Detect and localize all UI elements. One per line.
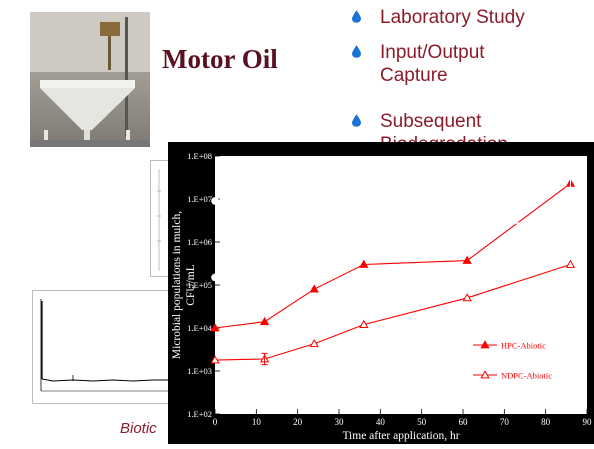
legend-label: HPC-Biotic bbox=[501, 326, 541, 336]
x-tick-label: 0 bbox=[213, 417, 218, 427]
bullet-item: Input/Output Capture bbox=[350, 41, 485, 87]
apparatus-photo bbox=[30, 12, 150, 147]
x-tick-label: 80 bbox=[541, 417, 551, 427]
data-point bbox=[359, 319, 369, 328]
data-point bbox=[259, 316, 270, 326]
data-point bbox=[462, 293, 472, 302]
x-tick-label: 60 bbox=[459, 417, 469, 427]
data-point bbox=[309, 338, 319, 348]
series-line bbox=[214, 176, 571, 202]
bullet-line: Input/Output bbox=[380, 42, 485, 63]
bullet-item: Subsequent Biodegradation bbox=[350, 110, 508, 146]
legend-label: HPC-Abiotic bbox=[501, 341, 546, 351]
series-line bbox=[214, 263, 571, 361]
x-tick-label: 20 bbox=[293, 417, 303, 427]
background-chromatogram bbox=[32, 290, 174, 404]
bullet-line: Capture bbox=[380, 65, 448, 86]
x-tick-label: 70 bbox=[500, 417, 510, 427]
data-point bbox=[480, 340, 490, 349]
y-tick-label: 1.E+04 bbox=[187, 323, 213, 333]
data-point bbox=[210, 355, 220, 364]
bullet-item: Laboratory Study bbox=[350, 6, 525, 29]
droplet-icon bbox=[352, 45, 361, 58]
y-axis-label: Microbial populations in mulch, bbox=[171, 211, 183, 359]
data-point bbox=[481, 356, 489, 364]
chart-container: 1.E+02 1.E+03 1.E+04 1.E+05 1.E+06 1.E+07 1.E+… bbox=[168, 142, 594, 444]
legend-label: NDPC-Abiotic bbox=[501, 371, 552, 381]
background-chart-illustration bbox=[157, 169, 161, 271]
data-point bbox=[565, 259, 576, 268]
x-tick-label: 50 bbox=[417, 417, 427, 427]
data-point bbox=[463, 229, 471, 238]
x-tick-label: 10 bbox=[252, 417, 262, 427]
legend: HPC-Biotic HPC-Abiotic NDPC-Biotic NDPC-Abi… bbox=[473, 326, 552, 381]
x-tick-label: 30 bbox=[335, 417, 345, 427]
caption-text: Biotic bbox=[120, 420, 157, 437]
data-point bbox=[462, 255, 472, 264]
data-point bbox=[481, 326, 489, 334]
apparatus-illustration bbox=[30, 12, 150, 147]
data-point bbox=[260, 261, 269, 270]
y-tick-label: 1.E+07 bbox=[187, 194, 212, 204]
data-point bbox=[360, 238, 368, 246]
y-tick-label: 1.E+02 bbox=[187, 409, 212, 419]
data-point bbox=[463, 173, 471, 182]
data-point bbox=[310, 186, 318, 195]
droplet-icon bbox=[352, 114, 361, 127]
data-point bbox=[359, 259, 369, 268]
plot-area bbox=[215, 156, 587, 414]
y-axis-label-unit: CFU/mL bbox=[185, 264, 197, 306]
series-line bbox=[214, 212, 571, 278]
y-tick-label: 1.E+08 bbox=[187, 151, 212, 161]
bullet-line: Subsequent bbox=[380, 111, 482, 132]
series-line bbox=[214, 183, 571, 329]
legend-label: NDPC-Biotic bbox=[501, 356, 548, 366]
bullet-list: Laboratory Study Input/Output Capture Su… bbox=[350, 6, 594, 146]
data-point bbox=[211, 197, 219, 205]
data-point bbox=[260, 190, 269, 198]
data-point bbox=[566, 208, 575, 217]
data-point bbox=[310, 247, 318, 256]
data-point bbox=[211, 273, 219, 282]
data-point bbox=[309, 284, 319, 293]
droplet-icon bbox=[352, 10, 361, 23]
chromatogram-illustration bbox=[40, 299, 173, 392]
y-tick-label: 1.E+03 bbox=[187, 366, 212, 376]
populations-chart: 1.E+02 1.E+03 1.E+04 1.E+05 1.E+06 1.E+07 1.E+… bbox=[171, 151, 593, 442]
data-point bbox=[210, 323, 220, 332]
y-tick-label: 1.E+06 bbox=[187, 237, 212, 247]
slide-title: Motor Oil bbox=[162, 44, 278, 74]
x-axis-label: Time after application, hr bbox=[342, 430, 459, 442]
x-tick-label: 40 bbox=[376, 417, 386, 427]
bullet-line: Laboratory Study bbox=[380, 7, 525, 28]
x-tick-label: 90 bbox=[583, 417, 593, 427]
y-tick-label: 1.E+05 bbox=[187, 280, 212, 290]
data-point bbox=[480, 370, 490, 379]
